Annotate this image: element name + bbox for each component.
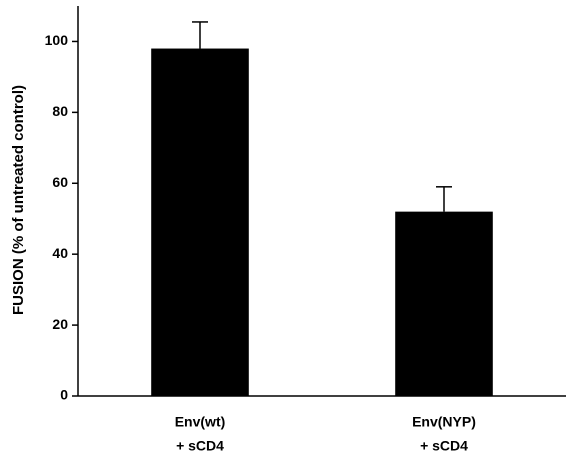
y-tick-label: 20 [52, 316, 68, 332]
x-tick-label: + sCD4 [420, 438, 468, 454]
y-tick-label: 60 [52, 174, 68, 190]
error-bar [436, 186, 452, 212]
bar [395, 211, 493, 396]
y-tick-label: 100 [45, 32, 69, 48]
x-tick-label: Env(NYP) [412, 414, 476, 430]
bar [151, 48, 249, 396]
y-axis-title: FUSION (% of untreated control) [10, 85, 27, 315]
x-tick-label: Env(wt) [175, 414, 226, 430]
y-tick-label: 40 [52, 245, 68, 261]
error-bar [192, 21, 208, 49]
x-tick-label: + sCD4 [176, 438, 224, 454]
y-tick-label: 80 [52, 103, 68, 119]
y-tick-label: 0 [60, 387, 68, 403]
